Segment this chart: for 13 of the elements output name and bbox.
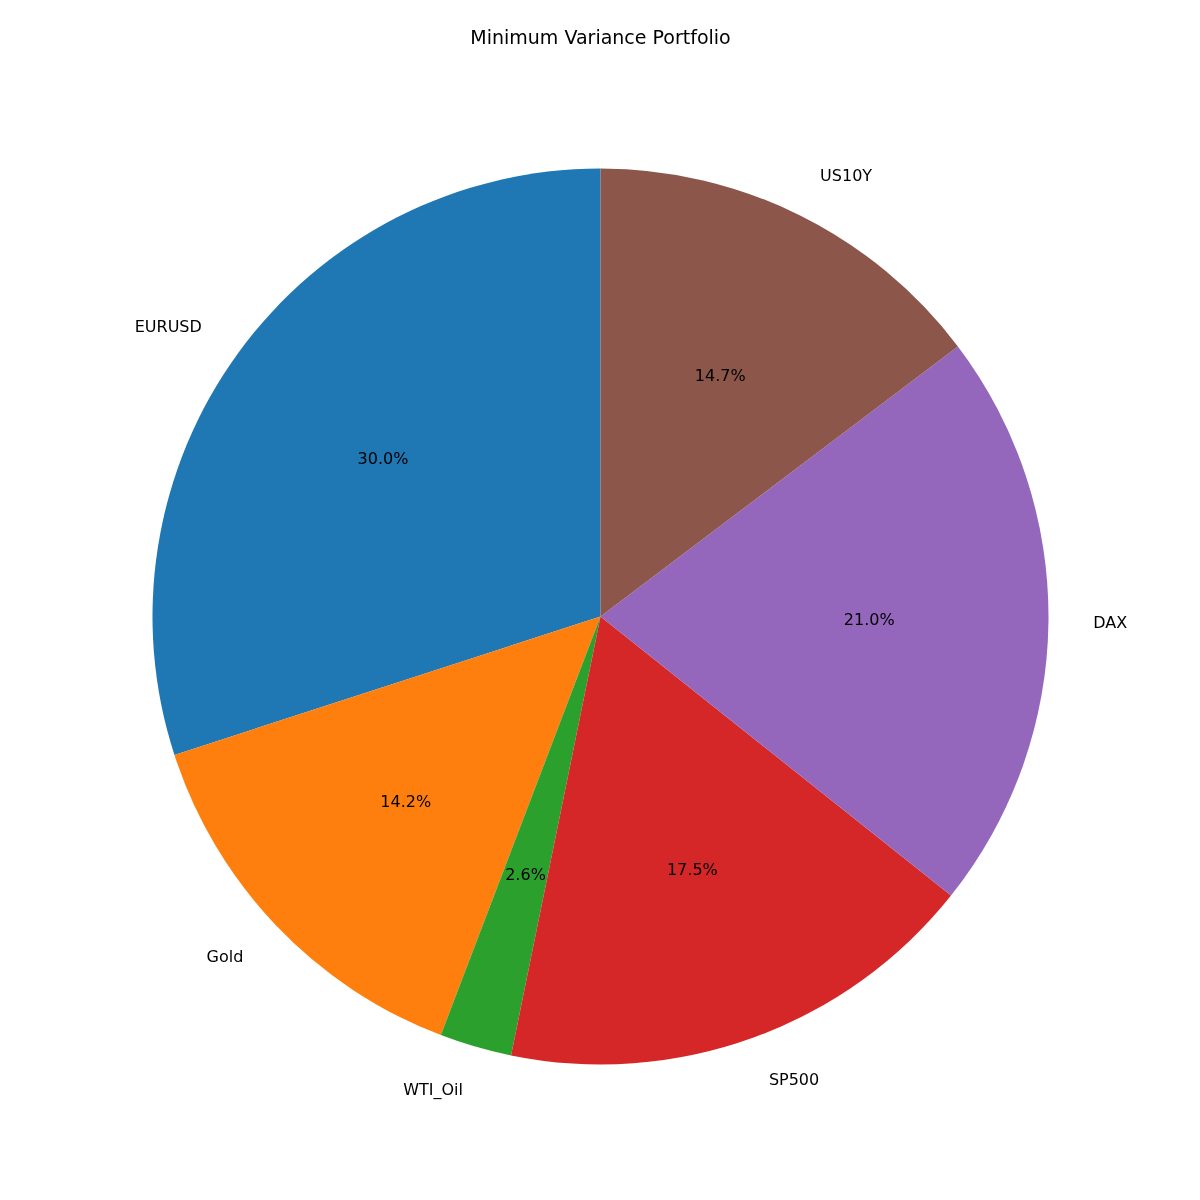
- slice-label: Gold: [206, 946, 244, 966]
- slice-label: WTI_Oil: [403, 1080, 464, 1101]
- data-label: 21.0%: [843, 610, 895, 630]
- data-label: 30.0%: [357, 449, 409, 468]
- slice-label: EURUSD: [134, 317, 202, 337]
- slice-label: US10Y: [820, 165, 873, 185]
- data-label: 17.5%: [666, 859, 718, 879]
- data-label: 2.6%: [505, 865, 546, 885]
- data-label: 14.7%: [694, 366, 746, 386]
- slice-label: DAX: [1093, 613, 1128, 633]
- chart-title: Minimum Variance Portfolio: [470, 25, 731, 48]
- slice-label: SP500: [768, 1070, 820, 1090]
- data-label: 14.2%: [380, 792, 432, 812]
